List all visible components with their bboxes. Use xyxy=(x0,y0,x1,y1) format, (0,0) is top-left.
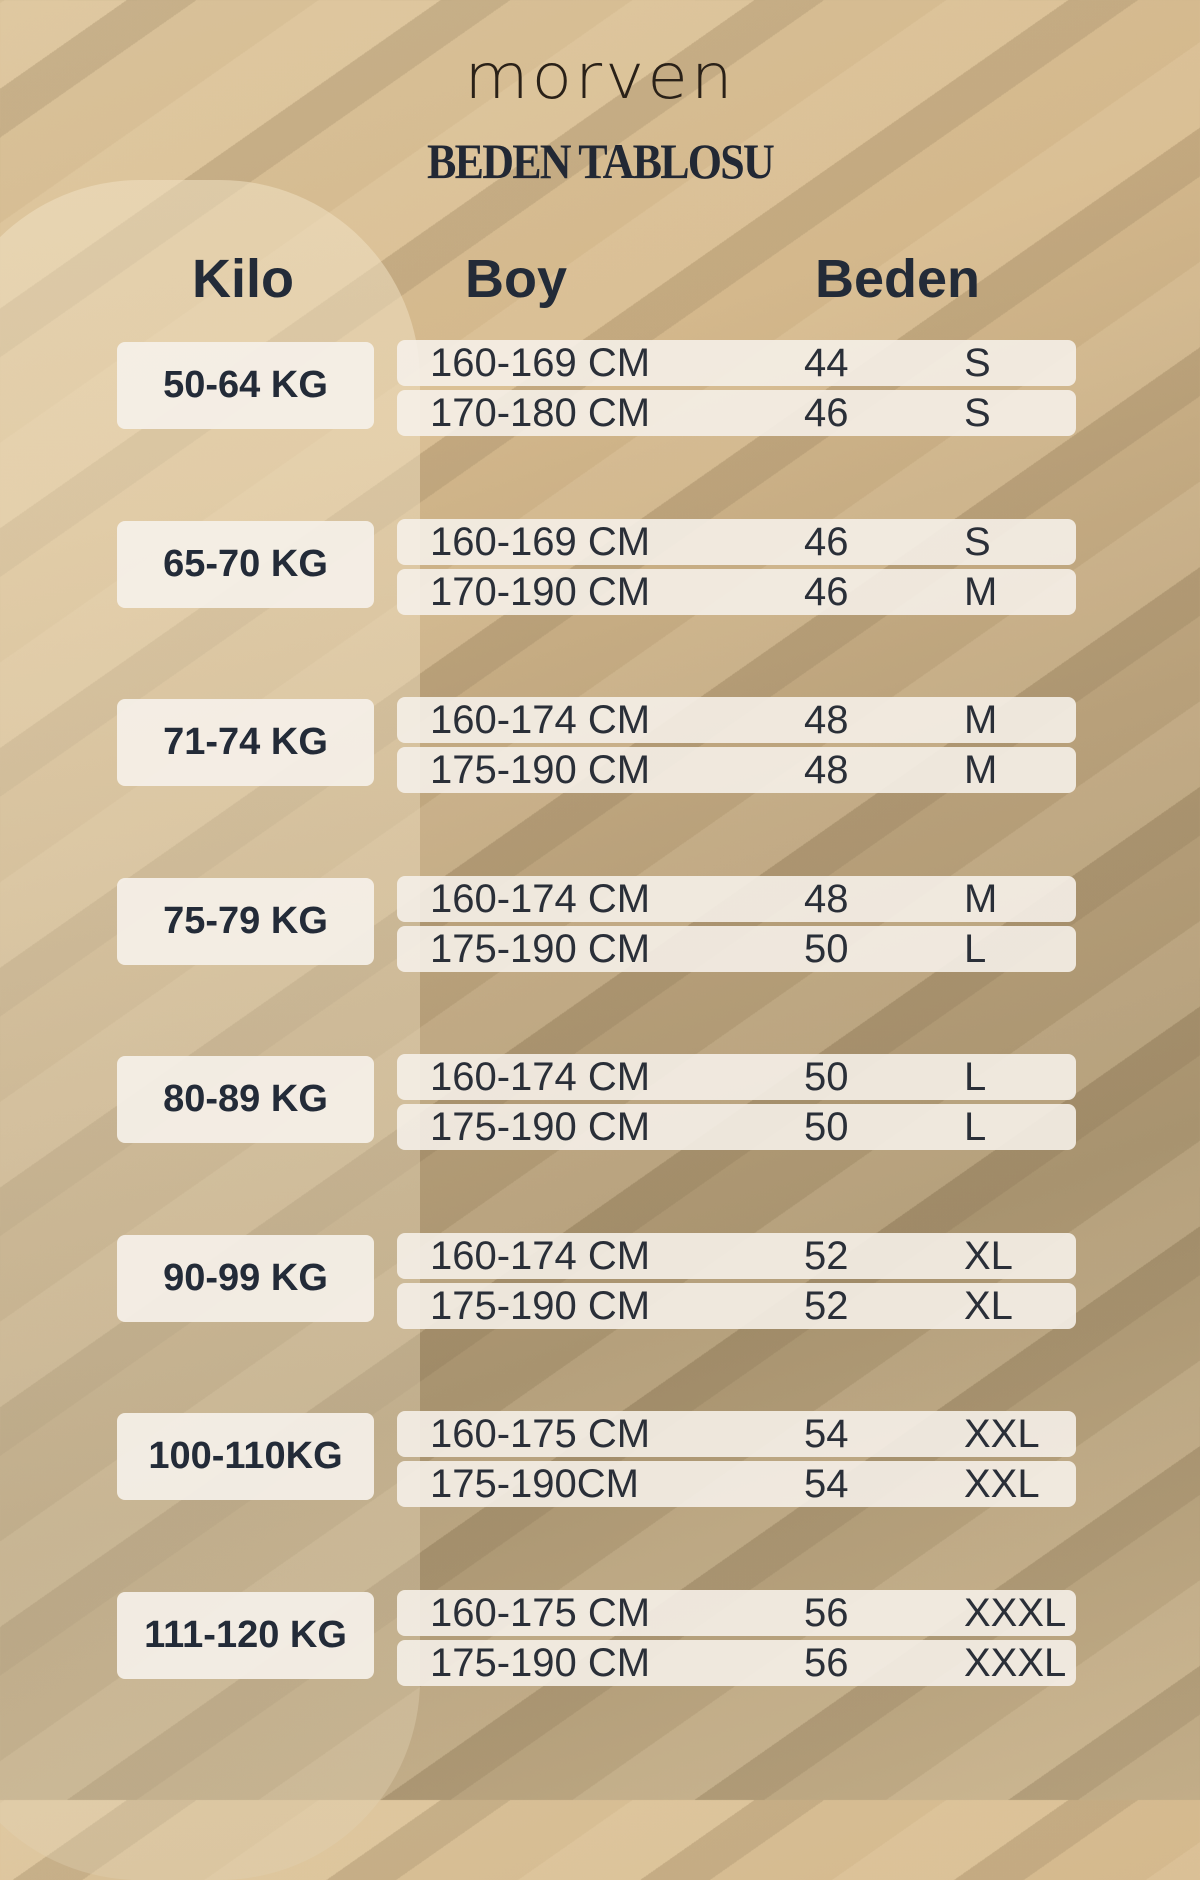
size-letter: XXXL xyxy=(964,1590,1067,1635)
table-row: 160-174 CM 48 M xyxy=(397,875,1076,922)
kilo-range: 111-120 KG xyxy=(117,1591,374,1679)
height-range: 175-190 CM xyxy=(430,926,651,971)
size-number: 48 xyxy=(804,748,849,792)
table-row: 175-190CM 54 XXL xyxy=(397,1461,1076,1507)
kilo-range: 71-74 KG xyxy=(117,699,374,786)
size-letter: XXL xyxy=(964,1462,1040,1506)
kilo-range: 75-79 KG xyxy=(117,877,374,965)
size-letter: L xyxy=(964,1105,987,1149)
size-group: 71-74 KG 160-174 CM 48 M 175-190 CM 48 M xyxy=(0,697,1200,797)
size-letter: L xyxy=(964,926,987,971)
height-range: 175-190 CM xyxy=(430,1105,651,1149)
table-row: 160-169 CM 44 S xyxy=(397,340,1076,386)
table-row: 175-190 CM 52 XL xyxy=(397,1282,1076,1329)
size-group: 90-99 KG 160-174 CM 52 XL 175-190 CM 52 … xyxy=(0,1232,1200,1333)
height-range: 160-174 CM xyxy=(430,1233,651,1278)
height-range: 160-174 CM xyxy=(430,876,651,921)
height-range: 160-175 CM xyxy=(430,1412,651,1456)
size-number: 48 xyxy=(804,698,849,742)
size-letter: S xyxy=(964,341,991,385)
table-row: 175-190 CM 50 L xyxy=(397,1104,1076,1150)
table-row: 175-190 CM 50 L xyxy=(397,925,1076,972)
kilo-range: 90-99 KG xyxy=(117,1234,374,1322)
height-range: 175-190 CM xyxy=(430,748,651,792)
size-number: 52 xyxy=(804,1233,849,1278)
kilo-range: 80-89 KG xyxy=(117,1056,374,1143)
size-number: 50 xyxy=(804,1055,849,1099)
size-letter: XL xyxy=(964,1233,1013,1278)
kilo-range: 100-110KG xyxy=(117,1413,374,1500)
table-row: 160-174 CM 50 L xyxy=(397,1054,1076,1100)
size-letter: XXL xyxy=(964,1412,1040,1456)
table-row: 170-190 CM 46 M xyxy=(397,568,1076,615)
table-row: 160-175 CM 56 XXXL xyxy=(397,1589,1076,1636)
size-letter: S xyxy=(964,391,991,435)
header-beden: Beden xyxy=(815,249,981,309)
size-group: 111-120 KG 160-175 CM 56 XXXL 175-190 CM… xyxy=(0,1589,1200,1690)
size-number: 52 xyxy=(804,1283,849,1328)
size-letter: XXXL xyxy=(964,1640,1067,1685)
size-group: 100-110KG 160-175 CM 54 XXL 175-190CM 54… xyxy=(0,1411,1200,1511)
table-row: 175-190 CM 56 XXXL xyxy=(397,1639,1076,1686)
size-letter: M xyxy=(964,876,998,921)
size-letter: XL xyxy=(964,1283,1013,1328)
size-number: 56 xyxy=(804,1590,849,1635)
size-letter: M xyxy=(964,698,998,742)
header-kilo: Kilo xyxy=(192,249,294,309)
size-number: 50 xyxy=(804,926,849,971)
size-number: 46 xyxy=(804,519,849,564)
height-range: 160-174 CM xyxy=(430,1055,651,1099)
size-number: 54 xyxy=(804,1462,849,1506)
size-number: 50 xyxy=(804,1105,849,1149)
size-group: 75-79 KG 160-174 CM 48 M 175-190 CM 50 L xyxy=(0,875,1200,976)
height-range: 160-174 CM xyxy=(430,698,651,742)
size-group: 50-64 KG 160-169 CM 44 S 170-180 CM 46 S xyxy=(0,340,1200,440)
table-row: 160-174 CM 48 M xyxy=(397,697,1076,743)
size-number: 46 xyxy=(804,569,849,614)
height-range: 160-169 CM xyxy=(430,519,651,564)
height-range: 160-169 CM xyxy=(430,341,651,385)
header-boy: Boy xyxy=(465,249,568,309)
size-number: 56 xyxy=(804,1640,849,1685)
size-group: 80-89 KG 160-174 CM 50 L 175-190 CM 50 L xyxy=(0,1054,1200,1154)
size-letter: S xyxy=(964,519,991,564)
size-number: 44 xyxy=(804,341,849,385)
page-title: BEDEN TABLOSU xyxy=(427,133,775,189)
height-range: 175-190 CM xyxy=(430,1640,651,1685)
height-range: 175-190CM xyxy=(430,1462,640,1506)
size-number: 46 xyxy=(804,391,849,435)
kilo-range: 50-64 KG xyxy=(117,342,374,429)
size-number: 54 xyxy=(804,1412,849,1456)
size-letter: L xyxy=(964,1055,987,1099)
height-range: 175-190 CM xyxy=(430,1283,651,1328)
size-number: 48 xyxy=(804,876,849,921)
height-range: 170-180 CM xyxy=(430,391,651,435)
height-range: 170-190 CM xyxy=(430,569,651,614)
table-row: 170-180 CM 46 S xyxy=(397,390,1076,436)
brand-logo: morven xyxy=(464,39,736,114)
table-row: 175-190 CM 48 M xyxy=(397,747,1076,793)
table-row: 160-175 CM 54 XXL xyxy=(397,1411,1076,1457)
size-letter: M xyxy=(964,569,998,614)
height-range: 160-175 CM xyxy=(430,1590,651,1635)
kilo-range: 65-70 KG xyxy=(117,520,374,608)
size-group: 65-70 KG 160-169 CM 46 S 170-190 CM 46 M xyxy=(0,518,1200,619)
table-row: 160-174 CM 52 XL xyxy=(397,1232,1076,1279)
table-row: 160-169 CM 46 S xyxy=(397,518,1076,565)
size-letter: M xyxy=(964,748,998,792)
